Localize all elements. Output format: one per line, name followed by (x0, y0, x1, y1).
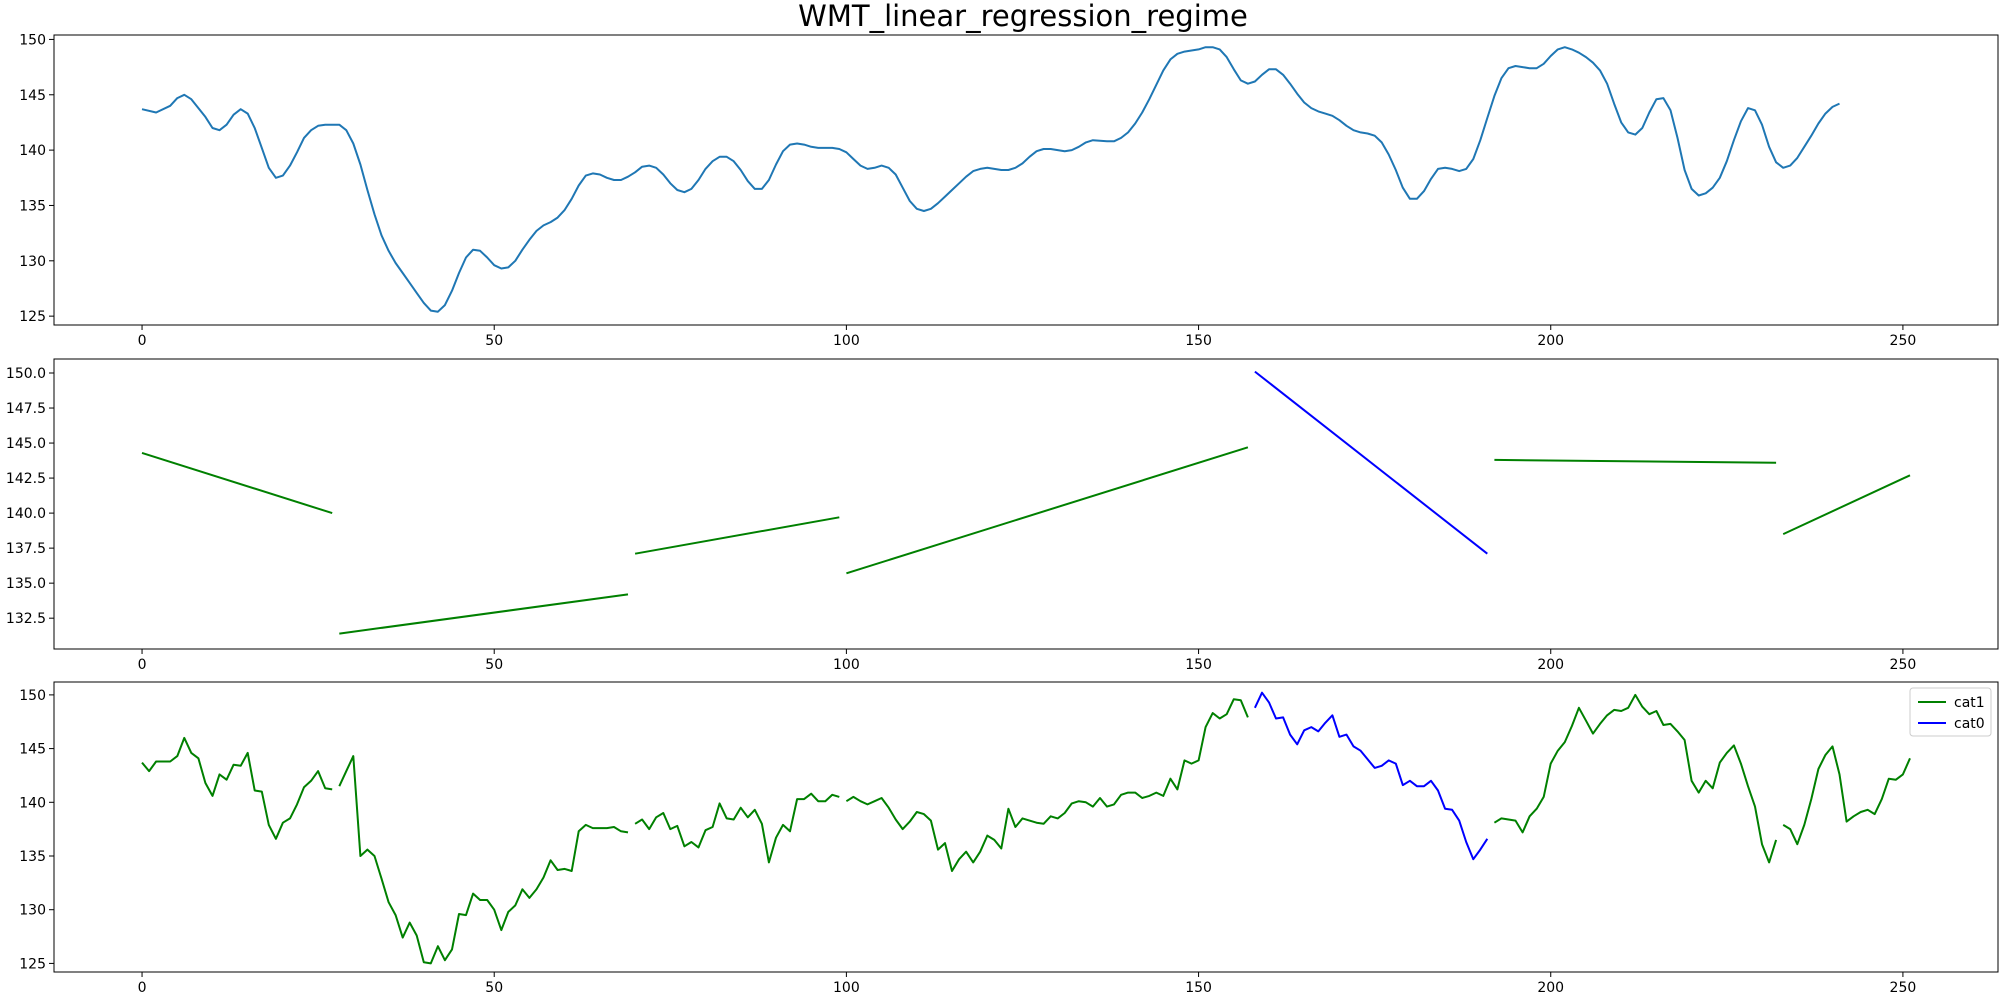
y-tick-label: 150.0 (6, 366, 46, 382)
x-tick-label: 50 (485, 333, 503, 349)
series-line-regression-fit-2 (634, 516, 840, 555)
y-tick-label: 132.5 (6, 611, 46, 627)
panel-price-smoothed: 0 50 100 150 200 250 125 130 135 140 145 150 (19, 32, 1999, 349)
y-tick-label: 140 (19, 795, 46, 811)
series-line-regression-fit-1 (339, 593, 629, 635)
y-tick-label: 140 (19, 143, 46, 159)
series-line-regression-fit-4 (1254, 370, 1488, 555)
y-tick-label: 145 (19, 742, 46, 758)
series-line-price-smoothed-0 (141, 46, 1840, 313)
x-tick-label: 250 (1890, 980, 1917, 996)
y-tick-label: 125 (19, 309, 46, 325)
x-tick-label: 250 (1890, 333, 1917, 349)
chart-title: WMT_linear_regression_regime (798, 0, 1248, 33)
series-line-regression-fit-5 (1494, 458, 1777, 464)
x-tick-label: 150 (1185, 657, 1212, 673)
y-tick-label: 135 (19, 849, 46, 865)
y-tick-label: 150 (19, 688, 46, 704)
series-line-price-regime-4 (1253, 691, 1489, 861)
y-tick-label: 145 (19, 88, 46, 104)
series-line-price-regime-5 (1493, 693, 1778, 864)
y-tick-label: 125 (19, 956, 46, 972)
y-tick-label: 130 (19, 254, 46, 270)
series-line-price-regime-6 (1782, 745, 1911, 846)
axes-frame-price-regime (53, 681, 1999, 973)
marks-regression-fit (141, 370, 1911, 635)
x-tick-label: 200 (1537, 657, 1564, 673)
ticks-regression-fit: 0 50 100 150 200 250 132.5 135.0 137.5 140.0 142.5… (6, 366, 1916, 673)
y-tick-label: 142.5 (6, 471, 46, 487)
y-tick-label: 130 (19, 903, 46, 919)
ticks-price-smoothed: 0 50 100 150 200 250 125 130 135 140 145 150 (19, 32, 1916, 349)
y-tick-label: 135 (19, 198, 46, 214)
x-tick-label: 200 (1537, 980, 1564, 996)
y-tick-label: 145.0 (6, 436, 46, 452)
series-line-regression-fit-6 (1782, 474, 1911, 536)
x-tick-label: 50 (485, 657, 503, 673)
series-line-price-regime-3 (845, 698, 1249, 872)
y-tick-label: 140.0 (6, 506, 46, 522)
series-line-regression-fit-3 (846, 446, 1249, 575)
x-tick-label: 50 (485, 980, 503, 996)
x-tick-label: 0 (138, 333, 147, 349)
series-line-price-regime-1 (338, 755, 629, 965)
x-tick-label: 200 (1537, 333, 1564, 349)
x-tick-label: 0 (138, 657, 147, 673)
x-tick-label: 100 (833, 980, 860, 996)
y-tick-label: 137.5 (6, 541, 46, 557)
x-tick-label: 150 (1185, 333, 1212, 349)
series-line-regression-fit-0 (141, 451, 333, 515)
marks-price-smoothed (141, 46, 1840, 313)
marks-price-regime (141, 691, 1911, 965)
x-tick-label: 150 (1185, 980, 1212, 996)
y-tick-label: 150 (19, 32, 46, 48)
axes-frame-price-smoothed (53, 34, 1999, 326)
axes-frame-regression-fit (53, 358, 1999, 650)
x-tick-label: 100 (833, 657, 860, 673)
x-tick-label: 0 (138, 980, 147, 996)
panel-regression-fit: 0 50 100 150 200 250 132.5 135.0 137.5 140.0 142.5… (6, 358, 1999, 673)
legend: cat1 cat0 (1909, 687, 1992, 737)
y-tick-label: 147.5 (6, 401, 46, 417)
legend-label-cat1: cat1 (1954, 695, 1985, 711)
series-line-price-regime-2 (634, 792, 840, 864)
y-tick-label: 135.0 (6, 576, 46, 592)
ticks-price-regime: 0 50 100 150 200 250 125 130 135 140 145 150 (19, 688, 1916, 996)
series-line-price-regime-0 (141, 736, 333, 840)
x-tick-label: 100 (833, 333, 860, 349)
legend-label-cat0: cat0 (1954, 716, 1985, 732)
x-tick-label: 250 (1890, 657, 1917, 673)
